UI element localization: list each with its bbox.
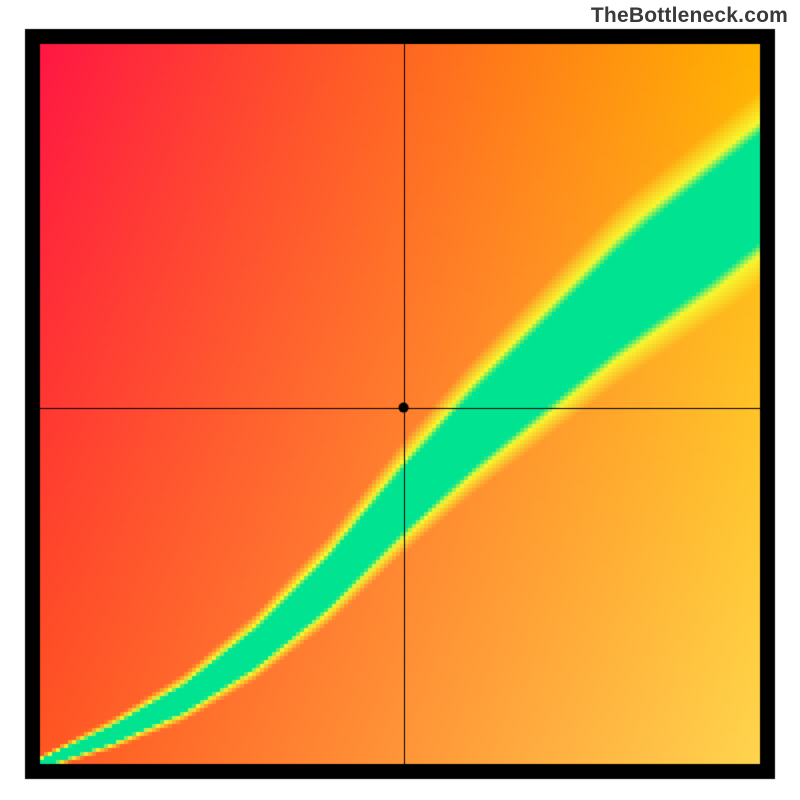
root-container: TheBottleneck.com bbox=[0, 0, 800, 800]
bottleneck-heatmap-canvas bbox=[0, 0, 800, 800]
watermark-text: TheBottleneck.com bbox=[591, 4, 788, 28]
